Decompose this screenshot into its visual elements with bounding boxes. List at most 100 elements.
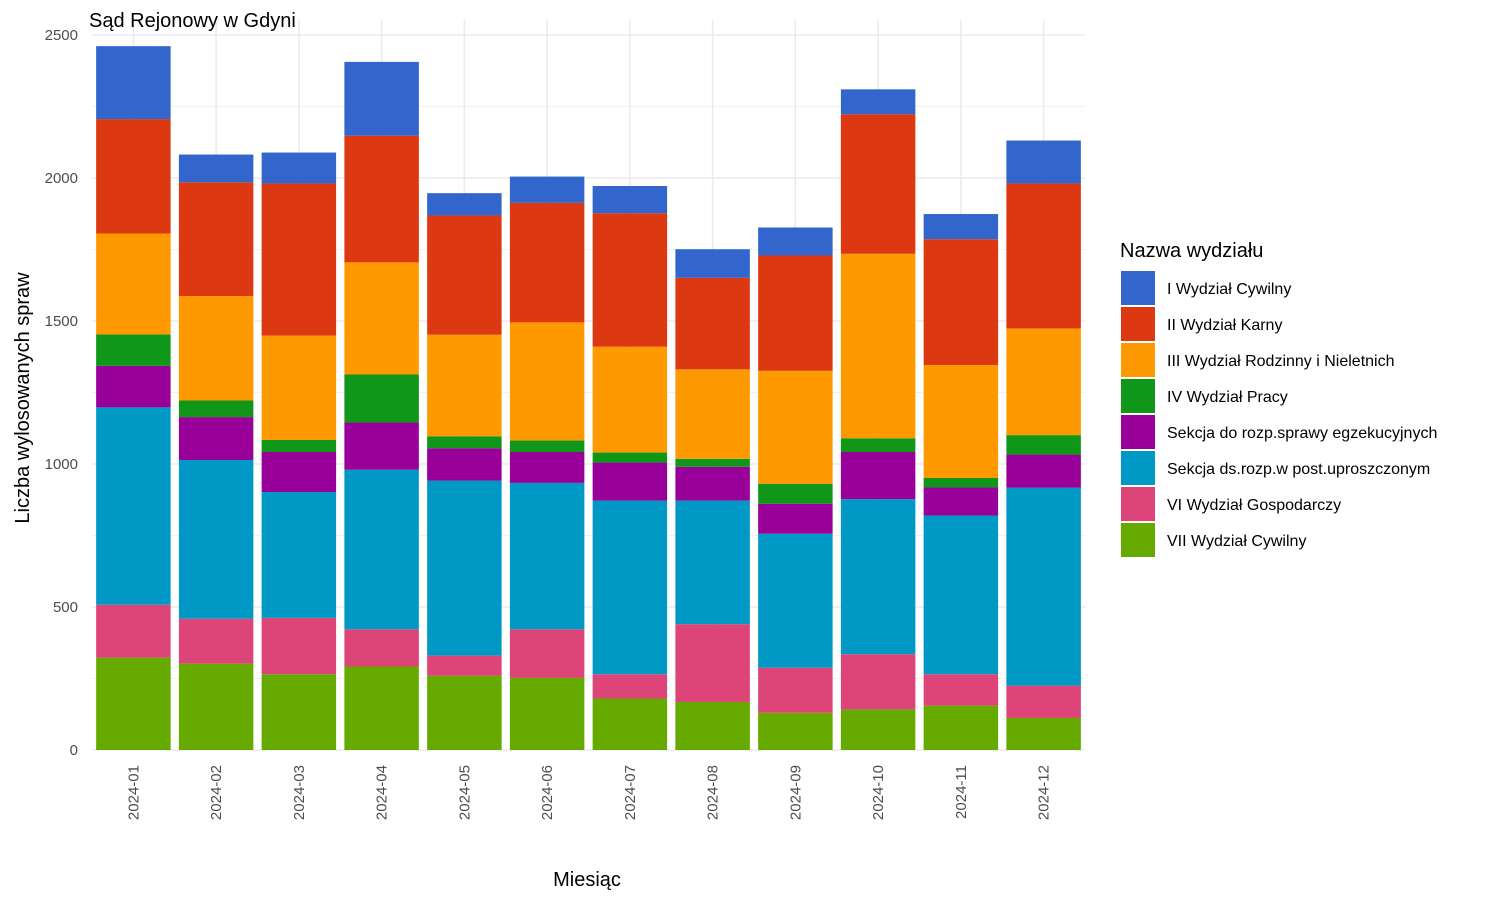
y-axis-ticks: 0 500 1000 1500 2000 2500 [45, 27, 78, 759]
bar-segment [758, 667, 833, 713]
bar-segment [758, 533, 833, 668]
bar-segment [96, 119, 171, 234]
bar-segment [1006, 454, 1081, 488]
bar-segment [1006, 487, 1081, 686]
bar-segment [96, 657, 171, 750]
legend-swatch [1121, 451, 1155, 485]
bar-segment [840, 114, 916, 254]
bar-segment [427, 436, 502, 449]
bar-segment [592, 462, 668, 501]
bar-segment [675, 624, 750, 702]
bar-segment [840, 654, 916, 710]
bar-segment [923, 515, 999, 675]
bar-segment [509, 322, 585, 441]
bar-segment [427, 193, 502, 216]
bar-segment [923, 674, 999, 706]
bar-segment [675, 249, 750, 278]
bar-segment [675, 458, 750, 467]
bar-segment [840, 451, 916, 500]
bar-segment [427, 655, 502, 676]
bar-segment [96, 365, 171, 408]
x-tick-label: 2024-07 [622, 765, 639, 820]
bar-segment [96, 334, 171, 366]
bar-segment [261, 492, 337, 618]
bar-segment [509, 176, 585, 203]
bar-segment [675, 369, 750, 459]
bar-segment [758, 370, 833, 484]
bar-segment [509, 629, 585, 678]
x-tick-label: 2024-05 [456, 765, 473, 820]
legend-label: II Wydział Karny [1167, 317, 1282, 334]
legend-label: Sekcja do rozp.sprawy egzekucyjnych [1167, 425, 1437, 442]
x-tick-label: 2024-02 [208, 765, 225, 820]
bar-segment [592, 213, 668, 347]
y-axis-title: Liczba wylosowanych spraw [12, 272, 34, 524]
x-tick-label: 2024-09 [787, 765, 804, 820]
bar-segment [344, 374, 419, 423]
chart-title: Sąd Rejonowy w Gdyni [89, 10, 296, 32]
bar-segment [344, 61, 419, 136]
bar-segment [840, 709, 916, 750]
x-tick-label: 2024-08 [705, 765, 722, 820]
bar-segment [675, 701, 750, 750]
bar-segment [1006, 685, 1081, 718]
bar-segment [344, 422, 419, 470]
x-tick-label: 2024-01 [125, 765, 142, 820]
bar-segment [592, 500, 668, 675]
bar-segment [178, 459, 254, 619]
bar-segment [592, 698, 668, 750]
bar-segment [592, 186, 668, 214]
bar-segment [344, 469, 419, 630]
x-tick-label: 2024-10 [870, 765, 887, 820]
bar-segment [178, 400, 254, 418]
legend-swatch [1121, 415, 1155, 449]
legend-label: VI Wydział Gospodarczy [1167, 497, 1341, 514]
legend-label: I Wydział Cywilny [1167, 281, 1291, 298]
y-tick-label: 1500 [45, 313, 78, 330]
bar-segment [758, 227, 833, 256]
bar-segment [261, 183, 337, 336]
bar-segment [261, 439, 337, 452]
bar-segment [509, 451, 585, 483]
bar-segment [675, 500, 750, 625]
bar-segment [840, 499, 916, 655]
bar-segment [427, 334, 502, 437]
bar-segment [261, 152, 337, 184]
bar-segment [840, 253, 916, 439]
bar-segment [675, 277, 750, 370]
bar-segment [758, 255, 833, 371]
x-tick-label: 2024-03 [291, 765, 308, 820]
bar-segment [675, 466, 750, 501]
bar-segment [923, 487, 999, 516]
bar-segment [261, 617, 337, 675]
x-tick-label: 2024-12 [1036, 765, 1053, 820]
bar-segment [923, 365, 999, 479]
y-tick-label: 0 [70, 742, 78, 759]
legend-swatch [1121, 343, 1155, 377]
bar-segment [96, 407, 171, 605]
x-axis-title: Miesiąc [553, 869, 621, 891]
bar-segment [923, 239, 999, 366]
y-tick-label: 500 [53, 599, 78, 616]
legend-swatch [1121, 379, 1155, 413]
bar-segment [96, 604, 171, 658]
bar-segment [923, 705, 999, 750]
bar-segment [261, 451, 337, 493]
legend-swatch [1121, 523, 1155, 557]
bar-segment [261, 674, 337, 750]
legend: I Wydział Cywilny II Wydział Karny III Wyd… [1121, 271, 1437, 557]
legend-swatch [1121, 271, 1155, 305]
bar-segment [178, 154, 254, 183]
bar-segment [1006, 183, 1081, 329]
legend-title: Nazwa wydziału [1120, 240, 1263, 262]
bar-segment [509, 202, 585, 323]
bar-segment [344, 666, 419, 750]
bar-segment [758, 483, 833, 504]
bar-segment [923, 214, 999, 240]
bar-segment [1006, 140, 1081, 184]
bar-segment [261, 335, 337, 440]
bar-segment [592, 452, 668, 463]
bar-segment [923, 478, 999, 488]
legend-label: IV Wydział Pracy [1167, 389, 1288, 406]
